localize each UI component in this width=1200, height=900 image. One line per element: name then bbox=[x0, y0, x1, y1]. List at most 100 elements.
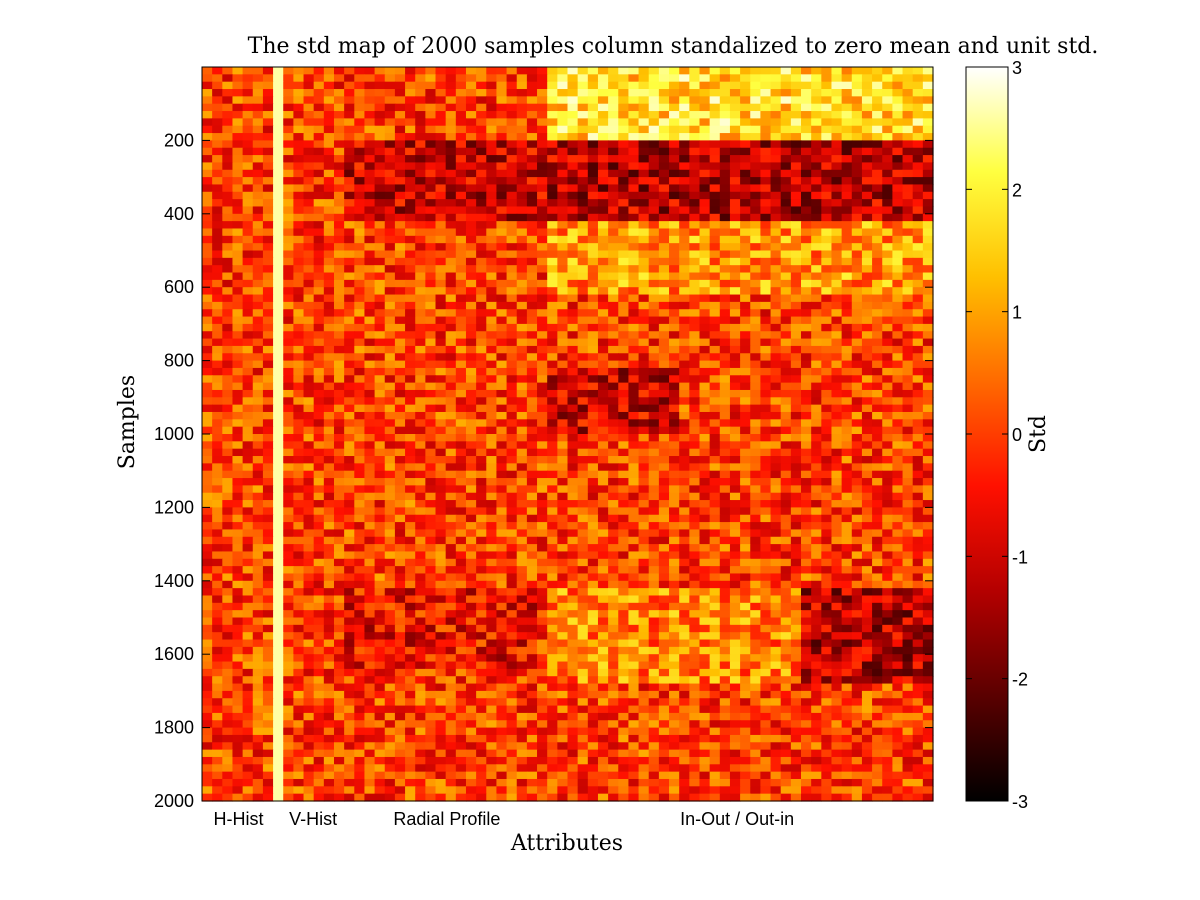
heatmap-cell bbox=[710, 463, 721, 471]
heatmap-cell bbox=[669, 566, 680, 574]
heatmap-cell bbox=[831, 485, 842, 493]
heatmap-cell bbox=[222, 243, 233, 251]
heatmap-cell bbox=[649, 537, 660, 545]
heatmap-cell bbox=[852, 559, 863, 567]
heatmap-cell bbox=[781, 192, 792, 200]
heatmap-cell bbox=[689, 67, 700, 75]
heatmap-cell bbox=[588, 192, 599, 200]
heatmap-cell bbox=[334, 214, 345, 222]
heatmap-cell bbox=[801, 302, 812, 310]
heatmap-cell bbox=[750, 419, 761, 427]
heatmap-cell bbox=[872, 419, 883, 427]
heatmap-cell bbox=[304, 243, 315, 251]
heatmap-cell bbox=[436, 265, 447, 273]
heatmap-cell bbox=[395, 434, 406, 442]
heatmap-cell bbox=[314, 162, 325, 170]
heatmap-cell bbox=[649, 507, 660, 515]
heatmap-cell bbox=[304, 361, 315, 369]
heatmap-cell bbox=[324, 544, 335, 552]
heatmap-cell bbox=[253, 148, 264, 156]
heatmap-cell bbox=[781, 170, 792, 178]
heatmap-cell bbox=[456, 295, 467, 303]
heatmap-cell bbox=[679, 500, 690, 508]
heatmap-cell bbox=[415, 529, 426, 537]
heatmap-cell bbox=[649, 104, 660, 112]
heatmap-cell bbox=[699, 566, 710, 574]
heatmap-cell bbox=[771, 500, 782, 508]
heatmap-cell bbox=[273, 265, 284, 273]
heatmap-cell bbox=[872, 214, 883, 222]
heatmap-cell bbox=[283, 522, 294, 530]
heatmap-cell bbox=[618, 493, 629, 501]
heatmap-cell bbox=[222, 162, 233, 170]
heatmap-cell bbox=[882, 456, 893, 464]
heatmap-cell bbox=[801, 82, 812, 90]
heatmap-cell bbox=[862, 96, 873, 104]
heatmap-cell bbox=[557, 295, 568, 303]
heatmap-cell bbox=[293, 375, 304, 383]
heatmap-cell bbox=[608, 566, 619, 574]
heatmap-cell bbox=[405, 339, 416, 347]
heatmap-cell bbox=[862, 111, 873, 119]
heatmap-cell bbox=[395, 265, 406, 273]
heatmap-cell bbox=[923, 273, 934, 281]
heatmap-cell bbox=[222, 441, 233, 449]
heatmap-cell bbox=[588, 346, 599, 354]
heatmap-cell bbox=[496, 155, 507, 163]
heatmap-cell bbox=[476, 383, 487, 391]
heatmap-cell bbox=[720, 126, 731, 134]
heatmap-cell bbox=[689, 566, 700, 574]
heatmap-cell bbox=[557, 375, 568, 383]
heatmap-cell bbox=[720, 265, 731, 273]
heatmap-cell bbox=[425, 353, 436, 361]
heatmap-cell bbox=[364, 485, 375, 493]
heatmap-cell bbox=[314, 412, 325, 420]
heatmap-cell bbox=[283, 199, 294, 207]
heatmap-cell bbox=[283, 353, 294, 361]
heatmap-cell bbox=[496, 287, 507, 295]
heatmap-cell bbox=[202, 397, 213, 405]
heatmap-cell bbox=[354, 67, 365, 75]
heatmap-cell bbox=[232, 317, 243, 325]
heatmap-cell bbox=[791, 375, 802, 383]
heatmap-cell bbox=[669, 324, 680, 332]
heatmap-cell bbox=[689, 126, 700, 134]
heatmap-cell bbox=[354, 537, 365, 545]
heatmap-cell bbox=[618, 251, 629, 259]
heatmap-cell bbox=[588, 74, 599, 82]
heatmap-cell bbox=[588, 155, 599, 163]
heatmap-cell bbox=[507, 449, 518, 457]
heatmap-cell bbox=[608, 471, 619, 479]
heatmap-cell bbox=[913, 206, 924, 214]
heatmap-cell bbox=[689, 500, 700, 508]
heatmap-cell bbox=[882, 485, 893, 493]
heatmap-cell bbox=[486, 397, 497, 405]
heatmap-cell bbox=[243, 243, 254, 251]
heatmap-cell bbox=[659, 566, 670, 574]
heatmap-cell bbox=[395, 537, 406, 545]
heatmap-cell bbox=[801, 258, 812, 266]
heatmap-cell bbox=[913, 280, 924, 288]
heatmap-cell bbox=[923, 177, 934, 185]
heatmap-cell bbox=[527, 537, 538, 545]
heatmap-cell bbox=[781, 471, 792, 479]
heatmap-cell bbox=[314, 251, 325, 259]
heatmap-cell bbox=[669, 346, 680, 354]
heatmap-cell bbox=[588, 140, 599, 148]
heatmap-cell bbox=[649, 243, 660, 251]
heatmap-cell bbox=[344, 463, 355, 471]
heatmap-cell bbox=[486, 104, 497, 112]
heatmap-cell bbox=[659, 295, 670, 303]
heatmap-cell bbox=[781, 287, 792, 295]
heatmap-cell bbox=[243, 317, 254, 325]
heatmap-cell bbox=[699, 155, 710, 163]
heatmap-cell bbox=[831, 104, 842, 112]
heatmap-cell bbox=[669, 485, 680, 493]
heatmap-cell bbox=[344, 184, 355, 192]
heatmap-cell bbox=[466, 427, 477, 435]
heatmap-cell bbox=[364, 236, 375, 244]
heatmap-cell bbox=[456, 148, 467, 156]
heatmap-cell bbox=[568, 390, 579, 398]
heatmap-cell bbox=[913, 566, 924, 574]
heatmap-cell bbox=[344, 419, 355, 427]
